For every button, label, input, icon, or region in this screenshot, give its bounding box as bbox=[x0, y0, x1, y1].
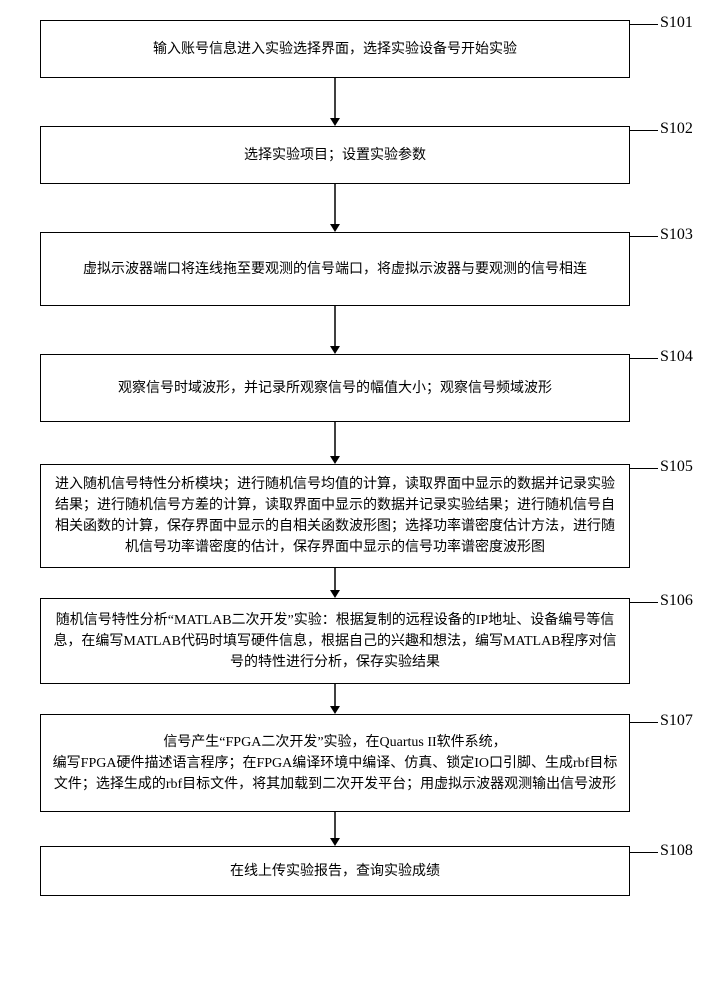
flow-arrow bbox=[40, 568, 630, 598]
flowchart-step-box: 进入随机信号特性分析模块；进行随机信号均值的计算，读取界面中显示的数据并记录实验… bbox=[40, 464, 630, 568]
step-label: S103 bbox=[660, 226, 693, 244]
flowchart-step-box: 在线上传实验报告，查询实验成绩 bbox=[40, 846, 630, 896]
step-text: 信号产生“FPGA二次开发”实验，在Quartus II软件系统， 编写FPGA… bbox=[51, 732, 619, 795]
flow-arrow bbox=[40, 422, 630, 464]
flowchart-container: 输入账号信息进入实验选择界面，选择实验设备号开始实验选择实验项目；设置实验参数虚… bbox=[40, 20, 630, 896]
label-connector bbox=[630, 722, 658, 723]
flowchart-step-box: 虚拟示波器端口将连线拖至要观测的信号端口，将虚拟示波器与要观测的信号相连 bbox=[40, 232, 630, 306]
step-label: S108 bbox=[660, 842, 693, 860]
step-text: 随机信号特性分析“MATLAB二次开发”实验：根据复制的远程设备的IP地址、设备… bbox=[51, 610, 619, 673]
step-text: 输入账号信息进入实验选择界面，选择实验设备号开始实验 bbox=[153, 39, 517, 60]
step-text: 观察信号时域波形，并记录所观察信号的幅值大小；观察信号频域波形 bbox=[118, 378, 552, 399]
flowchart-step-box: 选择实验项目；设置实验参数 bbox=[40, 126, 630, 184]
flowchart-step-box: 观察信号时域波形，并记录所观察信号的幅值大小；观察信号频域波形 bbox=[40, 354, 630, 422]
label-connector bbox=[630, 130, 658, 131]
step-text: 虚拟示波器端口将连线拖至要观测的信号端口，将虚拟示波器与要观测的信号相连 bbox=[83, 259, 587, 280]
step-label: S101 bbox=[660, 14, 693, 32]
step-text: 选择实验项目；设置实验参数 bbox=[244, 145, 426, 166]
label-connector bbox=[630, 358, 658, 359]
step-label: S106 bbox=[660, 592, 693, 610]
flow-arrow bbox=[40, 306, 630, 354]
label-connector bbox=[630, 468, 658, 469]
label-connector bbox=[630, 24, 658, 25]
step-text: 进入随机信号特性分析模块；进行随机信号均值的计算，读取界面中显示的数据并记录实验… bbox=[51, 474, 619, 558]
flow-arrow bbox=[40, 684, 630, 714]
step-label: S105 bbox=[660, 458, 693, 476]
step-label: S102 bbox=[660, 120, 693, 138]
label-connector bbox=[630, 852, 658, 853]
step-text: 在线上传实验报告，查询实验成绩 bbox=[230, 861, 440, 882]
label-connector bbox=[630, 236, 658, 237]
flowchart-step-box: 随机信号特性分析“MATLAB二次开发”实验：根据复制的远程设备的IP地址、设备… bbox=[40, 598, 630, 684]
flow-arrow bbox=[40, 184, 630, 232]
flowchart-step-box: 信号产生“FPGA二次开发”实验，在Quartus II软件系统， 编写FPGA… bbox=[40, 714, 630, 812]
step-label: S104 bbox=[660, 348, 693, 366]
flow-arrow bbox=[40, 812, 630, 846]
flow-arrow bbox=[40, 78, 630, 126]
label-connector bbox=[630, 602, 658, 603]
step-label: S107 bbox=[660, 712, 693, 730]
flowchart-step-box: 输入账号信息进入实验选择界面，选择实验设备号开始实验 bbox=[40, 20, 630, 78]
